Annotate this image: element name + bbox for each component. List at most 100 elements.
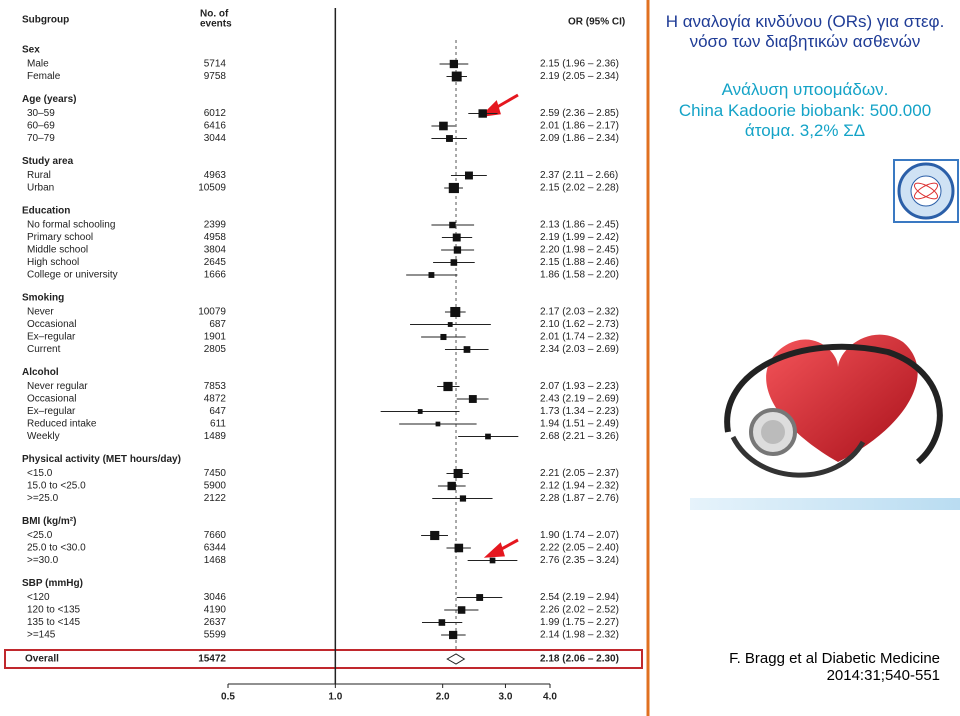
row-label: 30–59	[27, 108, 55, 119]
column-header: OR (95% CI)	[568, 17, 625, 28]
ci-label: 2.10 (1.62 – 2.73)	[540, 319, 619, 330]
events: 2122	[204, 493, 227, 504]
events: 7660	[204, 530, 227, 541]
row-label: 70–79	[27, 133, 55, 144]
group-header: Age (years)	[22, 94, 76, 105]
or-square	[440, 333, 447, 341]
events: 7853	[204, 381, 227, 392]
ci-label: 2.54 (2.19 – 2.94)	[540, 592, 619, 603]
events: 2805	[204, 344, 227, 355]
or-square	[439, 121, 448, 131]
ci-label: 2.43 (2.19 – 2.69)	[540, 394, 619, 405]
x-tick-label: 2.0	[436, 692, 450, 703]
events: 3044	[204, 133, 227, 144]
ci-label: 2.19 (1.99 – 2.42)	[540, 232, 619, 243]
or-square	[452, 233, 461, 242]
row-label: Ex–regular	[27, 406, 76, 417]
group-header: Physical activity (MET hours/day)	[22, 454, 181, 465]
events: 1901	[204, 332, 227, 343]
or-square	[448, 182, 459, 194]
row-label: >=30.0	[27, 555, 59, 566]
or-square	[457, 606, 466, 614]
row-label: 60–69	[27, 121, 55, 132]
citation: F. Bragg et al Diabetic Medicine 2014:31…	[729, 650, 940, 684]
row-label: <25.0	[27, 530, 53, 541]
row-label: Occasional	[27, 394, 76, 405]
ci-label: 2.76 (2.35 – 3.24)	[540, 555, 619, 566]
row-label: Current	[27, 344, 61, 355]
or-square	[450, 306, 461, 318]
or-square	[464, 171, 473, 180]
events: 687	[209, 319, 226, 330]
events: 4872	[204, 394, 227, 405]
row-label: Urban	[27, 183, 54, 194]
row-label: <120	[27, 592, 50, 603]
row-label: Never regular	[27, 381, 88, 392]
ci-label: 1.99 (1.75 – 2.27)	[540, 617, 619, 628]
or-square	[454, 543, 464, 553]
ci-label: 2.37 (2.11 – 2.66)	[540, 170, 618, 181]
events: 1468	[204, 555, 227, 566]
ci-label: 2.09 (1.86 – 2.34)	[540, 133, 619, 144]
ci-label: 1.90 (1.74 – 2.07)	[540, 530, 619, 541]
row-label: >=145	[27, 630, 56, 641]
overall-box	[4, 649, 643, 669]
ci-label: 2.34 (2.03 – 2.69)	[540, 344, 619, 355]
ci-label: 1.73 (1.34 – 2.23)	[540, 406, 619, 417]
ci-label: 2.01 (1.86 – 2.17)	[540, 121, 619, 132]
ci-label: 2.07 (1.93 – 2.23)	[540, 381, 619, 392]
events: 3046	[204, 592, 227, 603]
x-tick-label: 0.5	[221, 692, 235, 703]
or-square	[447, 322, 453, 327]
events: 10079	[198, 307, 226, 318]
ci-label: 2.12 (1.94 – 2.32)	[540, 481, 619, 492]
events: 10509	[198, 183, 226, 194]
events: 4190	[204, 605, 227, 616]
events: 4963	[204, 170, 227, 181]
row-label: 135 to <145	[27, 617, 81, 628]
ci-label: 2.19 (2.05 – 2.34)	[540, 71, 619, 82]
ci-label: 1.94 (1.51 – 2.49)	[540, 419, 619, 430]
ci-label: 2.59 (2.36 – 2.85)	[540, 108, 619, 119]
events: 9758	[204, 71, 227, 82]
or-square	[428, 272, 435, 278]
ci-label: 1.86 (1.58 – 2.20)	[540, 270, 619, 281]
ci-label: 2.14 (1.98 – 2.32)	[540, 630, 619, 641]
or-square	[438, 619, 446, 626]
row-label: <15.0	[27, 468, 53, 479]
group-header: Sex	[22, 45, 40, 56]
events: 647	[209, 406, 226, 417]
ci-label: 2.17 (2.03 – 2.32)	[540, 307, 619, 318]
ci-label: 2.20 (1.98 – 2.45)	[540, 245, 619, 256]
ci-label: 2.18 (2.06 – 2.30)	[540, 654, 619, 665]
row-label: Reduced intake	[27, 419, 97, 430]
citation-line: F. Bragg et al Diabetic Medicine	[729, 650, 940, 667]
events: 5714	[204, 59, 227, 70]
or-square	[449, 221, 456, 229]
or-square	[485, 433, 491, 440]
ci-label: 2.13 (1.86 – 2.45)	[540, 220, 619, 231]
row-label: Middle school	[27, 245, 88, 256]
or-square	[451, 71, 462, 82]
logo	[893, 159, 959, 223]
or-square	[468, 395, 477, 403]
group-header: SBP (mmHg)	[22, 578, 83, 589]
column-header: Subgroup	[22, 15, 69, 26]
x-tick-label: 4.0	[543, 692, 557, 703]
group-header: Education	[22, 206, 70, 217]
row-label: Weekly	[27, 431, 60, 442]
row-label: High school	[27, 257, 79, 268]
events: 6416	[204, 121, 227, 132]
or-square	[459, 495, 467, 502]
x-tick-label: 3.0	[498, 692, 512, 703]
row-label: Overall	[25, 654, 59, 665]
ci-label: 2.68 (2.21 – 3.26)	[540, 431, 619, 442]
events: 6012	[204, 108, 227, 119]
citation-line: 2014:31;540-551	[826, 667, 940, 684]
arrow	[479, 93, 519, 558]
or-square	[453, 468, 463, 479]
or-square	[449, 630, 458, 640]
or-square	[450, 259, 458, 266]
